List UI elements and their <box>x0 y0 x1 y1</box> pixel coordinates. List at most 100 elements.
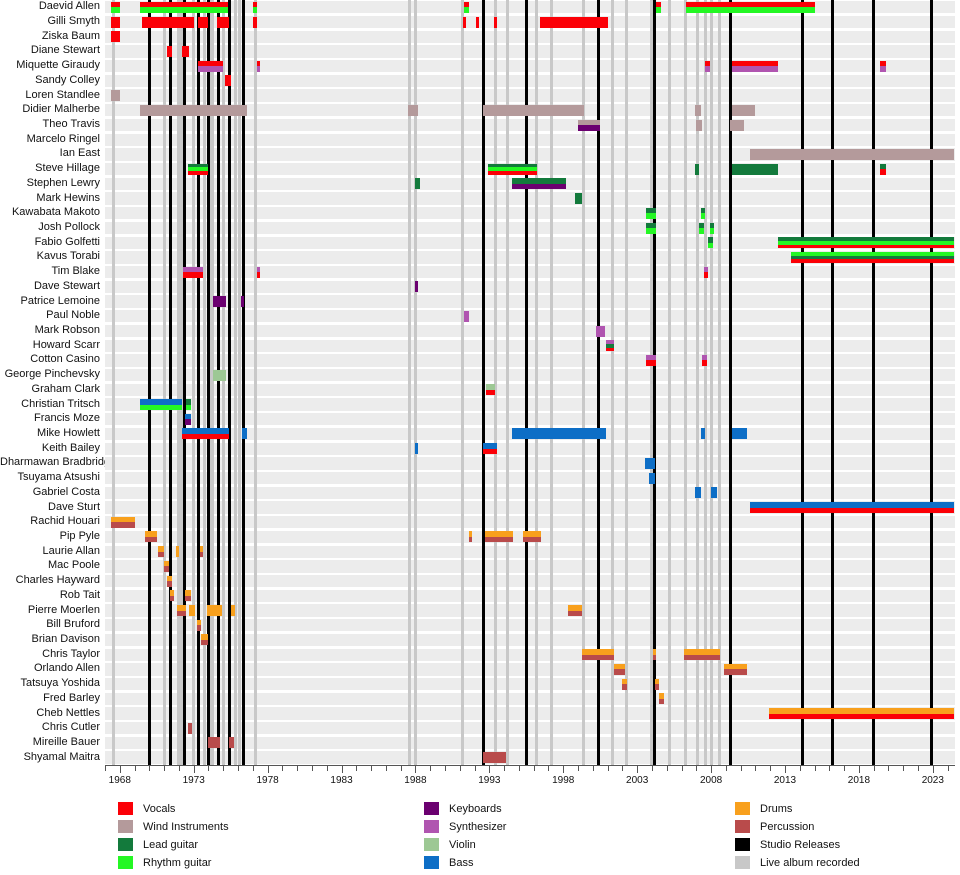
timeline-bar-drums[interactable] <box>189 605 196 617</box>
timeline-bar-lead[interactable] <box>646 207 657 214</box>
timeline-bar-percussion[interactable] <box>110 522 135 528</box>
timeline-bar-keyboards[interactable] <box>241 296 244 308</box>
timeline-bar-vocals[interactable] <box>183 272 203 278</box>
timeline-bar-vocals[interactable] <box>110 1 120 8</box>
timeline-bar-keyboards[interactable] <box>212 296 227 308</box>
timeline-bar-wind[interactable] <box>694 104 701 116</box>
timeline-bar-vocals[interactable] <box>749 507 954 514</box>
timeline-bar-percussion[interactable] <box>468 536 472 543</box>
timeline-bar-drums[interactable] <box>724 663 747 670</box>
legend-item-lead[interactable]: Lead guitar <box>118 836 229 853</box>
timeline-bar-bass[interactable] <box>511 428 607 440</box>
timeline-bar-wind[interactable] <box>731 104 756 116</box>
timeline-bar-synth[interactable] <box>257 266 261 273</box>
timeline-bar-bass[interactable] <box>184 413 191 420</box>
timeline-bar-lead[interactable] <box>186 399 191 405</box>
timeline-bar-vocals[interactable] <box>493 16 497 28</box>
timeline-bar-lead[interactable] <box>731 163 778 175</box>
timeline-bar-drums[interactable] <box>768 708 954 714</box>
timeline-bar-bass[interactable] <box>700 428 706 440</box>
timeline-bar-percussion[interactable] <box>167 581 172 587</box>
timeline-bar-percussion[interactable] <box>196 625 202 631</box>
timeline-bar-vocals[interactable] <box>140 1 228 8</box>
timeline-bar-percussion[interactable] <box>523 536 542 543</box>
timeline-bar-violin[interactable] <box>486 384 496 390</box>
timeline-bar-vocals[interactable] <box>731 60 778 67</box>
timeline-bar-drums[interactable] <box>484 531 513 537</box>
timeline-bar-vocals[interactable] <box>702 360 707 366</box>
timeline-bar-percussion[interactable] <box>158 551 165 558</box>
timeline-bar-drums[interactable] <box>613 663 626 670</box>
timeline-bar-drums[interactable] <box>177 605 187 611</box>
timeline-bar-bass[interactable] <box>711 487 717 499</box>
timeline-bar-vocals[interactable] <box>656 1 661 8</box>
timeline-bar-lead[interactable] <box>575 193 583 205</box>
timeline-bar-lead[interactable] <box>777 237 954 241</box>
timeline-bar-rhythm[interactable] <box>140 7 228 13</box>
timeline-bar-drums[interactable] <box>164 560 169 567</box>
timeline-bar-lead[interactable] <box>709 222 715 229</box>
timeline-bar-vocals[interactable] <box>252 16 258 28</box>
timeline-bar-percussion[interactable] <box>684 654 720 661</box>
timeline-bar-percussion[interactable] <box>724 669 747 675</box>
timeline-bar-percussion[interactable] <box>187 722 193 734</box>
timeline-bar-bass[interactable] <box>242 428 247 440</box>
timeline-bar-rhythm[interactable] <box>685 7 815 13</box>
timeline-bar-vocals[interactable] <box>768 713 954 719</box>
timeline-bar-drums[interactable] <box>196 619 202 626</box>
timeline-bar-drums[interactable] <box>199 546 203 552</box>
timeline-bar-lead[interactable] <box>790 255 954 260</box>
timeline-bar-synth[interactable] <box>183 266 203 273</box>
timeline-bar-bass[interactable] <box>749 502 954 508</box>
timeline-bar-drums[interactable] <box>230 605 236 617</box>
legend-item-live[interactable]: Live album recorded <box>735 854 860 871</box>
legend-item-studio[interactable]: Studio Releases <box>735 836 860 853</box>
legend-item-synth[interactable]: Synthesizer <box>424 818 506 835</box>
timeline-bar-lead[interactable] <box>187 163 209 168</box>
timeline-bar-percussion[interactable] <box>229 737 234 749</box>
timeline-bar-percussion[interactable] <box>654 684 660 690</box>
timeline-bar-drums[interactable] <box>622 678 627 685</box>
timeline-bar-vocals[interactable] <box>181 45 190 57</box>
timeline-bar-keyboards[interactable] <box>184 419 191 425</box>
timeline-bar-vocals[interactable] <box>141 16 194 28</box>
timeline-bar-drums[interactable] <box>158 546 165 552</box>
timeline-bar-keyboards[interactable] <box>415 281 419 293</box>
timeline-bar-percussion[interactable] <box>184 595 191 602</box>
timeline-bar-rhythm[interactable] <box>186 404 191 411</box>
timeline-bar-vocals[interactable] <box>217 16 230 28</box>
timeline-bar-percussion[interactable] <box>484 536 513 543</box>
timeline-bar-keyboards[interactable] <box>578 125 601 131</box>
timeline-bar-vocals[interactable] <box>606 347 614 352</box>
timeline-bar-synth[interactable] <box>879 66 886 72</box>
timeline-bar-lead[interactable] <box>606 343 614 348</box>
timeline-bar-vocals[interactable] <box>646 360 657 366</box>
timeline-bar-wind[interactable] <box>140 104 247 116</box>
timeline-bar-rhythm[interactable] <box>487 167 537 171</box>
timeline-bar-synth[interactable] <box>464 310 469 322</box>
timeline-bar-vocals[interactable] <box>110 16 120 28</box>
timeline-bar-drums[interactable] <box>684 649 720 655</box>
timeline-bar-lead[interactable] <box>646 222 657 229</box>
timeline-bar-synth[interactable] <box>257 66 261 72</box>
timeline-bar-drums[interactable] <box>167 575 172 582</box>
legend-item-violin[interactable]: Violin <box>424 836 506 853</box>
timeline-bar-percussion[interactable] <box>567 610 583 617</box>
timeline-bar-vocals[interactable] <box>110 31 120 43</box>
timeline-bar-vocals[interactable] <box>487 171 537 175</box>
timeline-bar-drums[interactable] <box>468 531 472 537</box>
timeline-bar-percussion[interactable] <box>164 566 169 572</box>
timeline-bar-bass[interactable] <box>181 428 230 434</box>
timeline-bar-vocals[interactable] <box>181 433 230 440</box>
timeline-bar-vocals[interactable] <box>486 389 496 396</box>
timeline-bar-wind[interactable] <box>110 90 120 102</box>
timeline-bar-rhythm[interactable] <box>646 228 657 234</box>
timeline-bar-rhythm[interactable] <box>777 240 954 245</box>
timeline-bar-drums[interactable] <box>110 516 135 523</box>
timeline-bar-synth[interactable] <box>703 266 709 273</box>
timeline-bar-percussion[interactable] <box>659 698 664 705</box>
timeline-bar-vocals[interactable] <box>879 169 886 175</box>
timeline-bar-lead[interactable] <box>699 222 704 229</box>
timeline-bar-bass[interactable] <box>731 428 747 440</box>
legend-item-bass[interactable]: Bass <box>424 854 506 871</box>
